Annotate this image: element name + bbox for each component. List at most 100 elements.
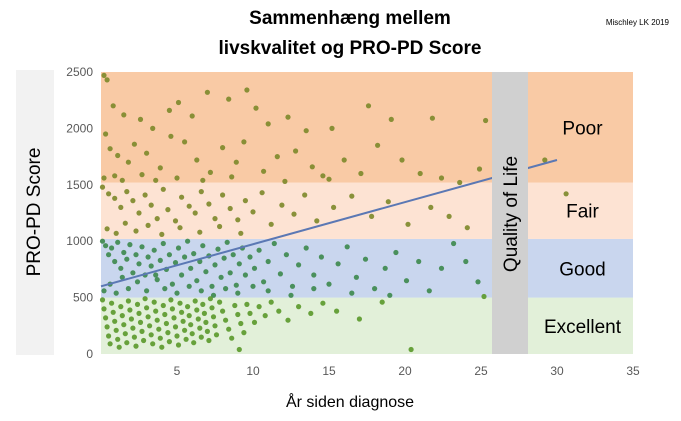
data-point: [175, 245, 182, 251]
data-point: [128, 316, 134, 322]
data-point: [203, 319, 209, 325]
data-point: [157, 165, 163, 171]
data-point: [194, 157, 200, 163]
data-point: [165, 330, 171, 336]
data-point: [210, 292, 217, 298]
data-point: [107, 146, 113, 152]
data-points: [99, 72, 569, 353]
data-point: [224, 239, 230, 245]
data-point: [188, 265, 194, 271]
data-point: [153, 308, 159, 314]
data-point: [160, 186, 166, 192]
data-point: [134, 301, 141, 307]
x-tick-label: 10: [246, 364, 260, 378]
data-point: [451, 240, 457, 247]
data-point: [220, 145, 226, 151]
data-point: [185, 238, 191, 244]
data-point: [101, 175, 107, 181]
data-point: [296, 262, 302, 268]
data-point: [265, 288, 271, 294]
data-point: [195, 316, 201, 322]
data-point: [259, 190, 265, 196]
data-point: [124, 256, 130, 262]
data-point: [285, 114, 291, 120]
band-label-excellent: Excellent: [544, 317, 622, 338]
data-point: [133, 228, 139, 234]
data-point: [136, 261, 142, 267]
data-point: [253, 105, 259, 111]
title-line-1: Sammenhæng mellem: [249, 8, 451, 29]
data-point: [113, 290, 119, 296]
data-point: [428, 204, 434, 210]
data-point: [175, 99, 182, 106]
data-point: [106, 191, 112, 197]
data-point: [241, 330, 247, 336]
data-point: [242, 272, 248, 278]
data-point: [101, 72, 107, 78]
data-point: [104, 226, 110, 232]
y-tick-label: 1000: [66, 234, 93, 248]
data-point: [168, 133, 174, 139]
data-point: [282, 178, 288, 184]
data-point: [382, 265, 388, 271]
band-label-good: Good: [559, 259, 605, 280]
data-point: [320, 173, 326, 179]
x-tick-label: 35: [626, 364, 640, 378]
data-point: [99, 297, 106, 303]
data-point: [256, 247, 262, 253]
data-point: [329, 125, 335, 131]
data-point: [226, 96, 232, 102]
data-point: [103, 243, 109, 249]
data-point: [148, 263, 154, 269]
data-point: [189, 331, 195, 337]
data-point: [139, 328, 145, 334]
data-point: [106, 333, 112, 339]
data-point: [154, 216, 160, 222]
data-point: [119, 177, 125, 183]
data-point: [303, 128, 309, 134]
data-point: [180, 318, 186, 324]
data-point: [265, 258, 271, 265]
data-point: [103, 131, 109, 137]
data-point: [210, 314, 217, 320]
band-labels: Excellent Good Fair Poor: [544, 118, 622, 338]
data-point: [125, 286, 131, 292]
data-point: [151, 247, 157, 253]
band-poor: [101, 72, 633, 183]
data-point: [293, 148, 299, 154]
data-point: [113, 327, 119, 333]
data-point: [171, 315, 177, 321]
data-point: [115, 336, 121, 342]
data-point: [233, 282, 239, 288]
credit-text: Mischley LK 2019: [605, 18, 669, 27]
data-point: [189, 113, 195, 119]
data-point: [127, 242, 133, 248]
data-point: [221, 255, 227, 261]
data-point: [331, 204, 337, 210]
data-point: [320, 300, 326, 306]
data-point: [112, 318, 118, 324]
data-point: [121, 112, 127, 118]
data-point: [174, 175, 180, 181]
data-point: [229, 174, 235, 180]
title-line-2: livskvalitet og PRO-PD Score: [218, 38, 482, 59]
data-point: [200, 243, 206, 249]
data-point: [233, 159, 239, 165]
data-point: [119, 313, 125, 319]
quality-of-life-label: Quality of Life: [501, 156, 522, 272]
chart-title: Sammenhæng mellem livskvalitet og PRO-PD…: [150, 4, 550, 64]
data-point: [230, 252, 236, 258]
data-point: [250, 283, 256, 289]
data-point: [124, 340, 130, 346]
data-point: [288, 292, 294, 298]
data-point: [137, 319, 144, 325]
data-point: [166, 107, 172, 113]
quality-divider: Quality of Life: [492, 72, 528, 354]
data-point: [229, 335, 235, 341]
data-point: [118, 265, 124, 271]
data-point: [172, 218, 179, 224]
data-point: [156, 326, 162, 332]
data-point: [182, 327, 188, 333]
data-point: [163, 320, 169, 327]
